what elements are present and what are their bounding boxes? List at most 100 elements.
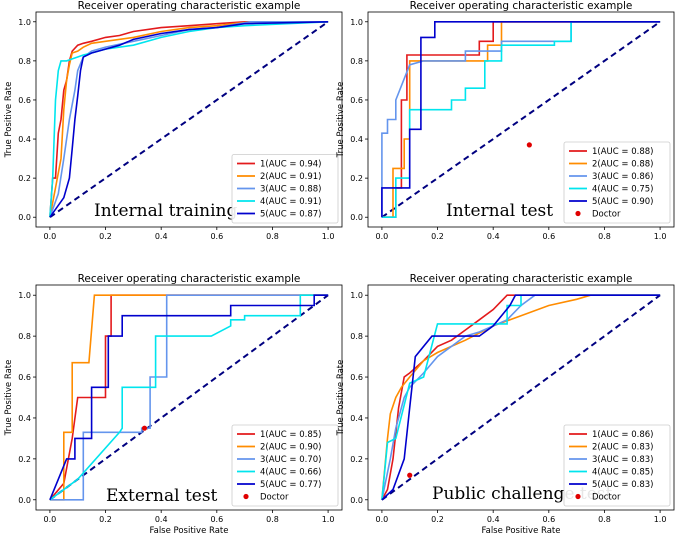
legend-label: 2(AUC = 0.83)	[592, 443, 653, 453]
legend-label: 2(AUC = 0.88)	[592, 160, 653, 170]
y-tick-label: 1.0	[18, 291, 31, 300]
legend-label: 4(AUC = 0.85)	[592, 468, 653, 478]
y-tick-label: 0.6	[350, 96, 363, 105]
legend-label: 2(AUC = 0.91)	[260, 172, 321, 182]
axes-frame	[367, 284, 675, 511]
y-tick-label: 0.2	[18, 455, 31, 464]
roc-panel-2: Receiver operating characteristic exampl…	[336, 0, 675, 241]
y-tick-label: 0.8	[18, 57, 31, 66]
y-tick-label: 0.0	[18, 496, 31, 505]
x-tick-label: 0.4	[155, 232, 168, 241]
y-tick-label: 0.4	[18, 414, 31, 423]
chance-diagonal-line	[49, 294, 329, 501]
y-tick-label: 1.0	[350, 18, 363, 27]
legend-swatch	[243, 493, 249, 500]
y-tick-label: 1.0	[350, 291, 363, 300]
x-tick-label: 0.8	[266, 232, 279, 241]
y-tick-label: 0.0	[350, 213, 363, 222]
x-tick-label: 0.8	[266, 515, 279, 524]
roc-panel-1: Receiver operating characteristic exampl…	[4, 0, 343, 241]
legend-label: 3(AUC = 0.88)	[260, 185, 321, 195]
x-tick-label: 0.2	[431, 232, 444, 241]
x-tick-label: 0.4	[487, 515, 500, 524]
series-line-1	[381, 294, 661, 501]
doctor-point	[141, 425, 148, 431]
roc-panel-3: Receiver operating characteristic exampl…	[4, 273, 343, 535]
series-line-5	[381, 20, 661, 218]
legend: 1(AUC = 0.85) 2(AUC = 0.90) 3(AUC = 0.70) 4…	[231, 424, 339, 507]
x-tick-label: 0.8	[598, 232, 611, 241]
y-tick-label: 0.6	[18, 96, 31, 105]
legend-swatch	[575, 210, 581, 217]
y-tick-label: 0.0	[350, 496, 363, 505]
legend-box	[231, 424, 339, 507]
legend-label: 3(AUC = 0.83)	[592, 455, 653, 465]
legend-label: Doctor	[260, 493, 289, 503]
series-line-1	[49, 294, 329, 501]
x-tick-label: 0.6	[210, 232, 223, 241]
series-line-4	[49, 294, 329, 501]
legend-label: 3(AUC = 0.70)	[260, 455, 321, 465]
x-tick-label: 0.2	[99, 232, 112, 241]
x-tick-label: 0.0	[376, 232, 389, 241]
y-tick-label: 0.2	[350, 455, 363, 464]
legend-label: 4(AUC = 0.75)	[592, 185, 653, 195]
y-tick-label: 0.8	[18, 332, 31, 341]
x-tick-label: 0.8	[598, 515, 611, 524]
legend: 1(AUC = 0.94) 2(AUC = 0.91) 3(AUC = 0.88) 4…	[231, 154, 339, 224]
y-axis-label: True Positive Rate	[4, 82, 14, 159]
chance-diagonal-line	[381, 20, 661, 219]
legend-label: 5(AUC = 0.87)	[260, 210, 321, 220]
y-tick-label: 0.2	[350, 174, 363, 183]
chance-diagonal-line	[49, 20, 329, 219]
legend-label: 4(AUC = 0.66)	[260, 468, 321, 478]
axes-frame	[35, 284, 343, 511]
y-tick-label: 0.8	[350, 332, 363, 341]
x-tick-label: 0.4	[155, 515, 168, 524]
x-tick-label: 0.0	[376, 515, 389, 524]
chart-title: Receiver operating characteristic exampl…	[78, 273, 301, 285]
doctor-point	[526, 142, 532, 148]
x-tick-label: 0.2	[431, 515, 444, 524]
panel-annotation: Internal test	[446, 201, 553, 221]
legend-label: 4(AUC = 0.91)	[260, 197, 321, 207]
legend-swatch	[575, 493, 581, 500]
doctor-point	[407, 472, 413, 478]
y-axis-label: True Positive Rate	[4, 360, 14, 437]
series-line-4	[49, 21, 329, 218]
y-axis-label: True Positive Rate	[336, 82, 346, 159]
panel-annotation: Internal training	[94, 201, 237, 221]
legend: 1(AUC = 0.88) 2(AUC = 0.88) 3(AUC = 0.86) 4…	[563, 141, 671, 224]
x-tick-label: 0.0	[44, 232, 57, 241]
x-tick-label: 1.0	[654, 232, 667, 241]
legend: 1(AUC = 0.86) 2(AUC = 0.83) 3(AUC = 0.83) 4…	[563, 424, 671, 507]
legend-label: 1(AUC = 0.85)	[260, 430, 321, 440]
panel-annotation: External test	[106, 486, 218, 506]
y-tick-label: 0.6	[18, 373, 31, 382]
axes-frame	[367, 11, 675, 228]
legend-label: Doctor	[592, 210, 621, 220]
x-tick-label: 1.0	[654, 515, 667, 524]
y-tick-label: 0.8	[350, 57, 363, 66]
y-tick-label: 1.0	[18, 18, 31, 27]
legend-label: 3(AUC = 0.86)	[592, 172, 653, 182]
legend-box	[563, 141, 671, 224]
series-line-5	[381, 294, 661, 501]
x-axis-label: False Positive Rate	[482, 526, 561, 535]
legend-label: 1(AUC = 0.86)	[592, 430, 653, 440]
legend-label: 1(AUC = 0.88)	[592, 147, 653, 157]
series-line-3	[381, 294, 661, 500]
y-tick-label: 0.6	[350, 373, 363, 382]
legend-label: 5(AUC = 0.83)	[592, 480, 653, 490]
chance-diagonal-line	[381, 294, 661, 501]
series-line-4	[381, 294, 661, 500]
y-tick-label: 0.4	[18, 135, 31, 144]
series-line-2	[49, 294, 329, 501]
roc-panel-4: Receiver operating characteristic exampl…	[336, 273, 675, 535]
x-tick-label: 0.0	[44, 515, 57, 524]
x-tick-label: 0.4	[487, 232, 500, 241]
series-line-5	[49, 21, 329, 218]
chart-title: Receiver operating characteristic exampl…	[410, 0, 633, 12]
x-tick-label: 0.6	[542, 515, 555, 524]
